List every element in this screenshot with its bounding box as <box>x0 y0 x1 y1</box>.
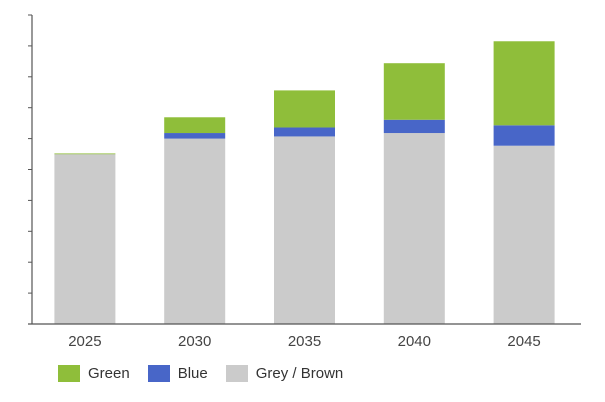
bar-grey-brown-2030 <box>164 138 226 324</box>
bar-blue-2040 <box>383 119 445 134</box>
legend-swatch <box>58 365 80 382</box>
x-tick-label: 2035 <box>288 333 321 350</box>
bar-green-2035 <box>274 90 335 128</box>
legend-item: Grey / Brown <box>225 365 344 382</box>
bar-grey-brown-2035 <box>274 136 335 324</box>
x-tick-label: 2030 <box>178 333 211 350</box>
legend-swatch <box>147 365 170 382</box>
legend-label: Green <box>88 365 130 382</box>
legend-item: Green <box>58 365 130 382</box>
x-tick-label: 2025 <box>68 333 101 350</box>
legend-label: Blue <box>177 365 208 382</box>
x-tick-label: 2040 <box>398 333 431 350</box>
bar-green-2040 <box>383 63 445 120</box>
bar-blue-2030 <box>164 133 226 139</box>
x-tick-label: 2045 <box>507 333 540 350</box>
bar-green-2030 <box>164 117 226 134</box>
bar-grey-brown-2025 <box>54 154 116 324</box>
bar-blue-2035 <box>274 127 335 137</box>
legend-item: Blue <box>147 365 208 382</box>
legend-swatch <box>225 365 248 382</box>
bar-grey-brown-2040 <box>383 133 445 324</box>
bar-blue-2045 <box>493 125 555 146</box>
legend: Green Blue Grey / Brown <box>58 365 361 382</box>
bar-green-2025 <box>54 153 116 155</box>
bar-green-2045 <box>493 41 555 126</box>
bar-grey-brown-2045 <box>493 145 555 324</box>
legend-label: Grey / Brown <box>255 365 344 382</box>
